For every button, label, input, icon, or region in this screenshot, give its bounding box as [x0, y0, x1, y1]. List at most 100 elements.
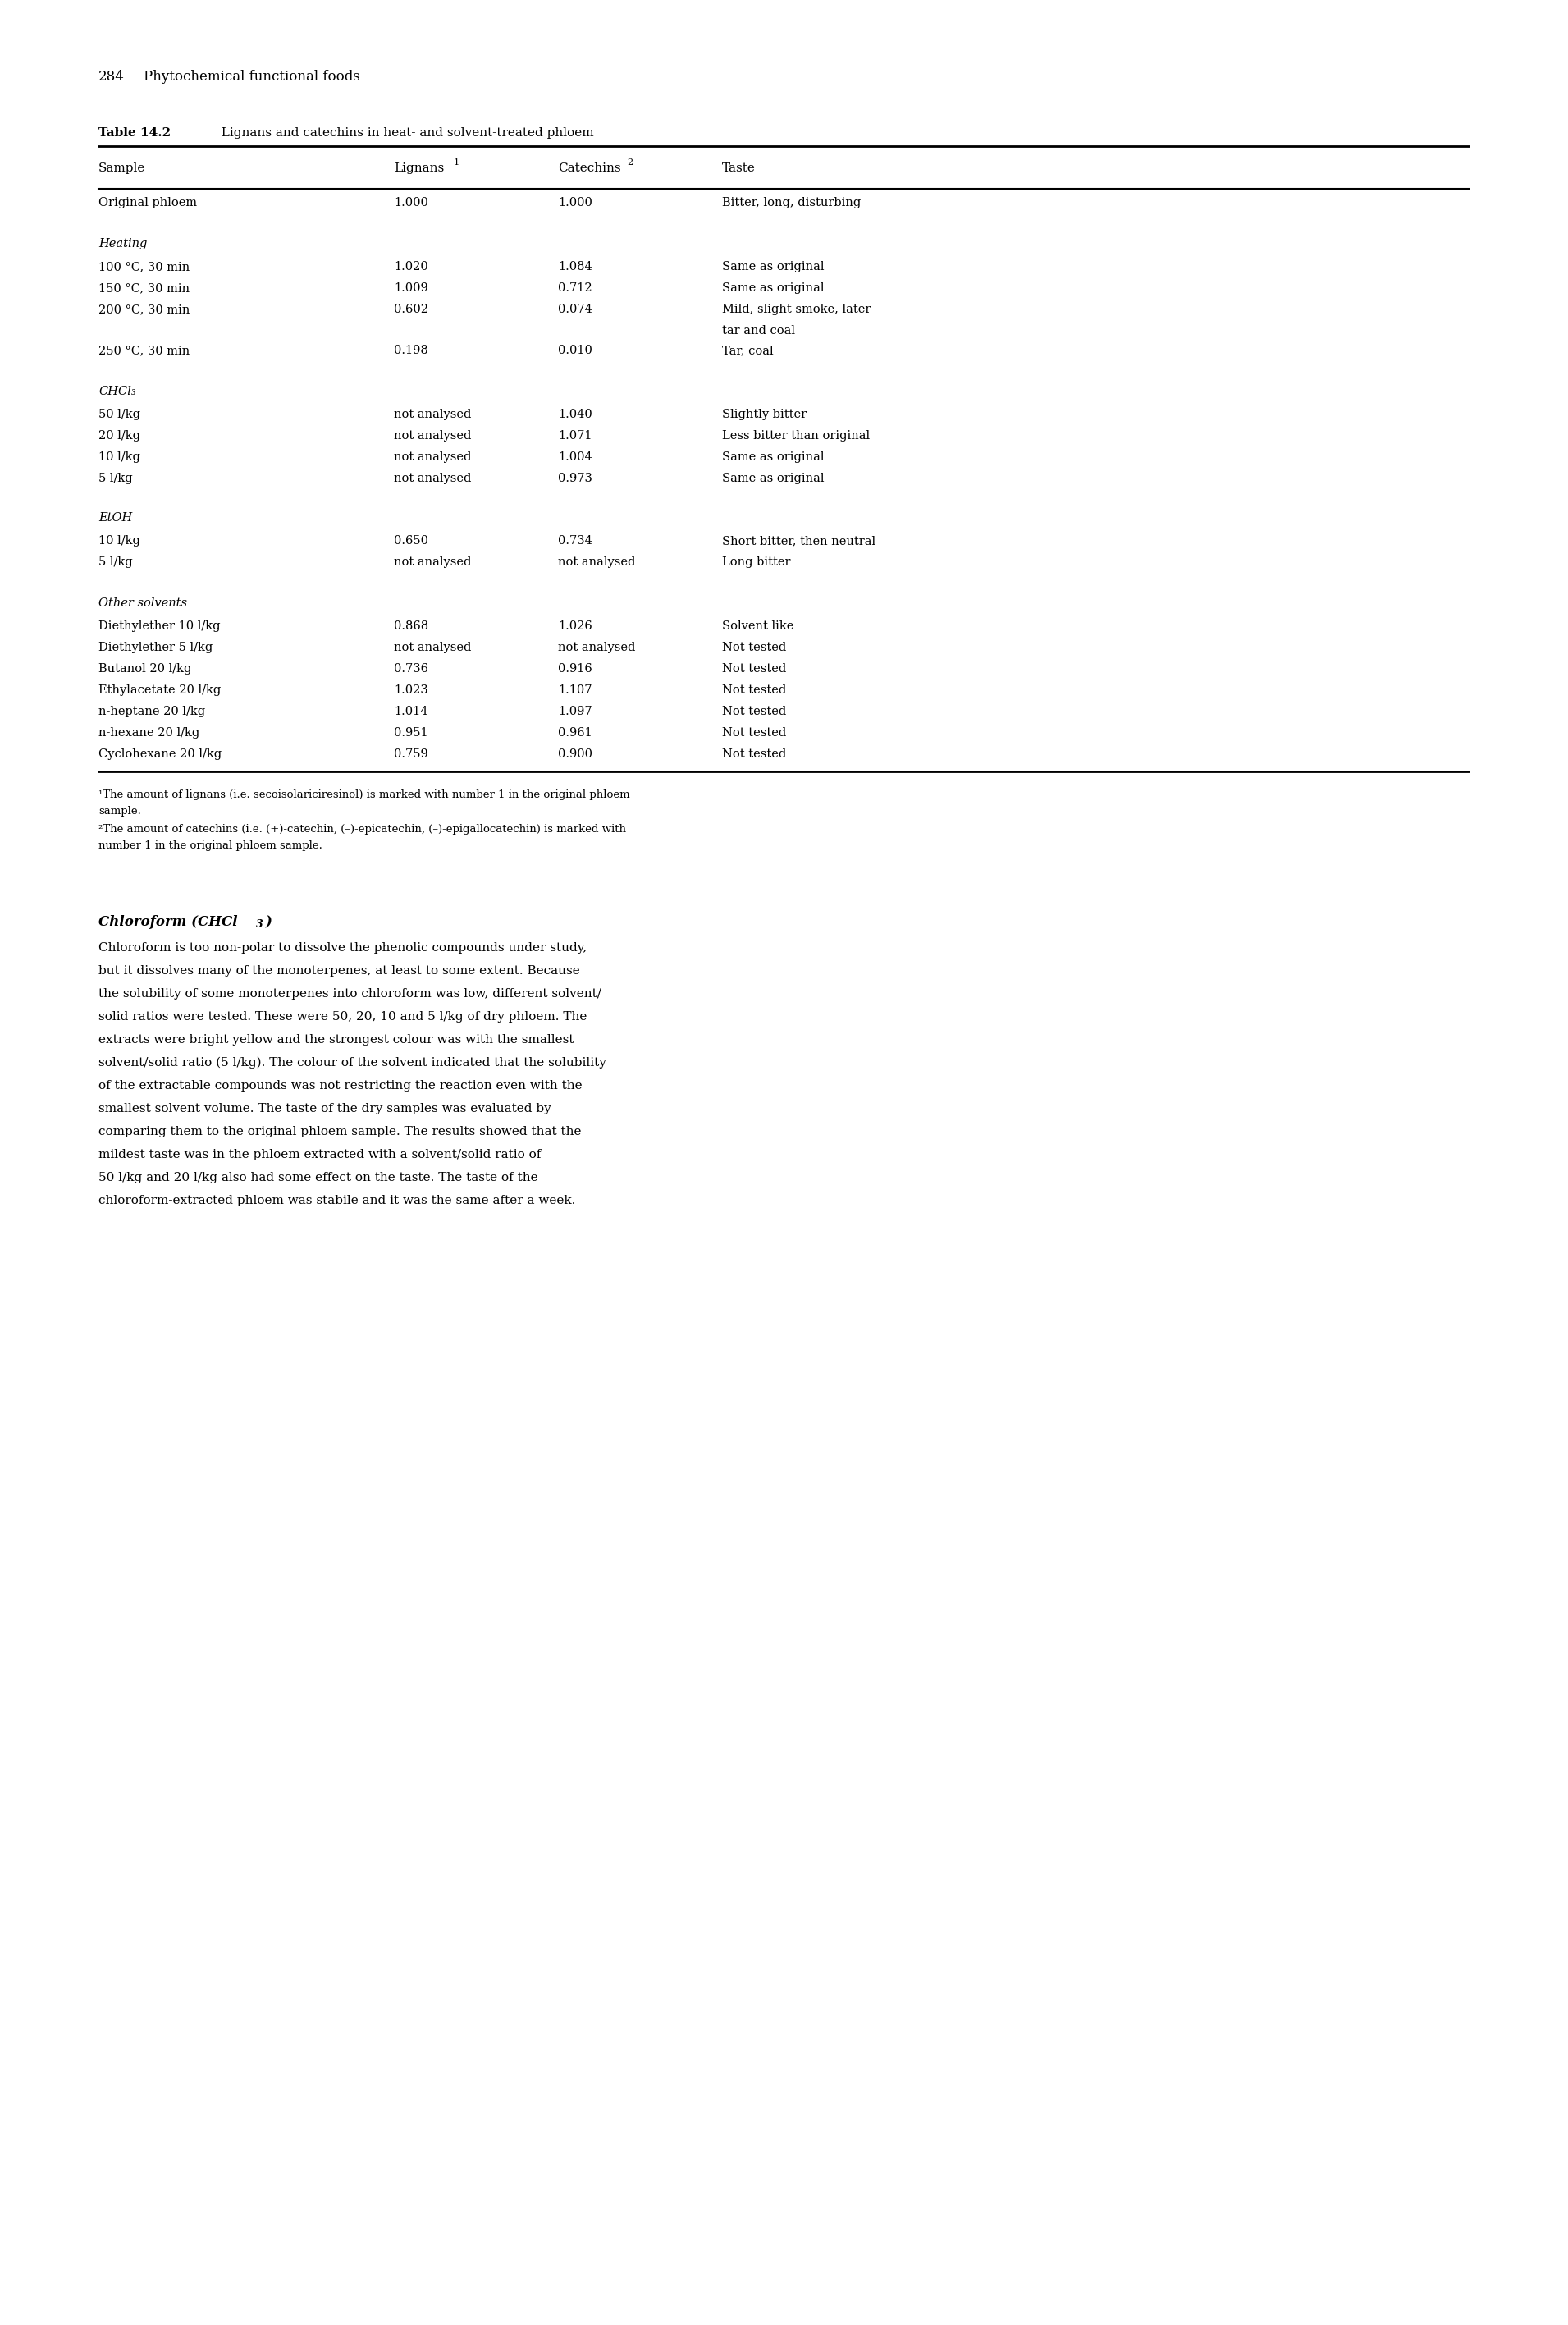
Text: Taste: Taste [721, 163, 756, 174]
Text: ²The amount of catechins (i.e. (+)-catechin, (–)-epicatechin, (–)-epigallocatech: ²The amount of catechins (i.e. (+)-catec… [99, 823, 626, 835]
Text: n-hexane 20 l/kg: n-hexane 20 l/kg [99, 728, 199, 739]
Text: Cyclohexane 20 l/kg: Cyclohexane 20 l/kg [99, 749, 221, 760]
Text: Long bitter: Long bitter [721, 556, 790, 567]
Text: Lignans: Lignans [394, 163, 444, 174]
Text: 1.020: 1.020 [394, 260, 428, 272]
Text: Not tested: Not tested [721, 728, 786, 739]
Text: 3: 3 [256, 918, 263, 930]
Text: extracts were bright yellow and the strongest colour was with the smallest: extracts were bright yellow and the stro… [99, 1035, 574, 1046]
Text: 1.000: 1.000 [558, 198, 593, 209]
Text: Same as original: Same as original [721, 281, 825, 293]
Text: 150 °C, 30 min: 150 °C, 30 min [99, 281, 190, 293]
Text: 1.107: 1.107 [558, 684, 593, 695]
Text: 0.712: 0.712 [558, 281, 593, 293]
Text: Less bitter than original: Less bitter than original [721, 430, 870, 442]
Text: Other solvents: Other solvents [99, 598, 187, 609]
Text: not analysed: not analysed [394, 556, 472, 567]
Text: 1.000: 1.000 [394, 198, 428, 209]
Text: Not tested: Not tested [721, 663, 786, 674]
Text: Table 14.2: Table 14.2 [99, 128, 171, 140]
Text: Not tested: Not tested [721, 642, 786, 653]
Text: Not tested: Not tested [721, 684, 786, 695]
Text: chloroform-extracted phloem was stabile and it was the same after a week.: chloroform-extracted phloem was stabile … [99, 1195, 575, 1207]
Text: Not tested: Not tested [721, 707, 786, 718]
Text: Same as original: Same as original [721, 260, 825, 272]
Text: 250 °C, 30 min: 250 °C, 30 min [99, 344, 190, 356]
Text: 1.026: 1.026 [558, 621, 593, 632]
Text: Lignans and catechins in heat- and solvent-treated phloem: Lignans and catechins in heat- and solve… [213, 128, 594, 140]
Text: smallest solvent volume. The taste of the dry samples was evaluated by: smallest solvent volume. The taste of th… [99, 1102, 552, 1114]
Text: not analysed: not analysed [394, 451, 472, 463]
Text: Chloroform (CHCl: Chloroform (CHCl [99, 916, 238, 930]
Text: solid ratios were tested. These were 50, 20, 10 and 5 l/kg of dry phloem. The: solid ratios were tested. These were 50,… [99, 1011, 586, 1023]
Text: not analysed: not analysed [394, 642, 472, 653]
Text: Solvent like: Solvent like [721, 621, 793, 632]
Text: 1.014: 1.014 [394, 707, 428, 718]
Text: Same as original: Same as original [721, 451, 825, 463]
Text: ¹The amount of lignans (i.e. secoisolariciresinol) is marked with number 1 in th: ¹The amount of lignans (i.e. secoisolari… [99, 790, 630, 800]
Text: 284: 284 [99, 70, 124, 84]
Text: Same as original: Same as original [721, 472, 825, 484]
Text: 5 l/kg: 5 l/kg [99, 472, 133, 484]
Text: Butanol 20 l/kg: Butanol 20 l/kg [99, 663, 191, 674]
Text: Tar, coal: Tar, coal [721, 344, 773, 356]
Text: 10 l/kg: 10 l/kg [99, 535, 140, 546]
Text: 50 l/kg and 20 l/kg also had some effect on the taste. The taste of the: 50 l/kg and 20 l/kg also had some effect… [99, 1172, 538, 1183]
Text: Ethylacetate 20 l/kg: Ethylacetate 20 l/kg [99, 684, 221, 695]
Text: 50 l/kg: 50 l/kg [99, 409, 140, 421]
Text: Phytochemical functional foods: Phytochemical functional foods [144, 70, 361, 84]
Text: but it dissolves many of the monoterpenes, at least to some extent. Because: but it dissolves many of the monoterpene… [99, 965, 580, 976]
Text: not analysed: not analysed [394, 409, 472, 421]
Text: 0.961: 0.961 [558, 728, 593, 739]
Text: 0.650: 0.650 [394, 535, 428, 546]
Text: ): ) [267, 916, 273, 930]
Text: 0.951: 0.951 [394, 728, 428, 739]
Text: 10 l/kg: 10 l/kg [99, 451, 140, 463]
Text: 0.198: 0.198 [394, 344, 428, 356]
Text: of the extractable compounds was not restricting the reaction even with the: of the extractable compounds was not res… [99, 1081, 582, 1090]
Text: 0.759: 0.759 [394, 749, 428, 760]
Text: number 1 in the original phloem sample.: number 1 in the original phloem sample. [99, 839, 323, 851]
Text: comparing them to the original phloem sample. The results showed that the: comparing them to the original phloem sa… [99, 1125, 582, 1137]
Text: 1.009: 1.009 [394, 281, 428, 293]
Text: Heating: Heating [99, 237, 147, 249]
Text: 5 l/kg: 5 l/kg [99, 556, 133, 567]
Text: EtOH: EtOH [99, 512, 132, 523]
Text: tar and coal: tar and coal [721, 326, 795, 337]
Text: Chloroform is too non-polar to dissolve the phenolic compounds under study,: Chloroform is too non-polar to dissolve … [99, 942, 586, 953]
Text: 0.900: 0.900 [558, 749, 593, 760]
Text: the solubility of some monoterpenes into chloroform was low, different solvent/: the solubility of some monoterpenes into… [99, 988, 602, 1000]
Text: Catechins: Catechins [558, 163, 621, 174]
Text: not analysed: not analysed [394, 472, 472, 484]
Text: 0.916: 0.916 [558, 663, 593, 674]
Text: Mild, slight smoke, later: Mild, slight smoke, later [721, 305, 870, 316]
Text: 0.868: 0.868 [394, 621, 428, 632]
Text: Diethylether 5 l/kg: Diethylether 5 l/kg [99, 642, 213, 653]
Text: Diethylether 10 l/kg: Diethylether 10 l/kg [99, 621, 221, 632]
Text: 1: 1 [453, 158, 459, 167]
Text: CHCl₃: CHCl₃ [99, 386, 136, 398]
Text: Slightly bitter: Slightly bitter [721, 409, 806, 421]
Text: 1.084: 1.084 [558, 260, 593, 272]
Text: 1.071: 1.071 [558, 430, 593, 442]
Text: not analysed: not analysed [558, 556, 635, 567]
Text: Sample: Sample [99, 163, 146, 174]
Text: Not tested: Not tested [721, 749, 786, 760]
Text: 0.602: 0.602 [394, 305, 428, 316]
Text: 1.023: 1.023 [394, 684, 428, 695]
Text: not analysed: not analysed [558, 642, 635, 653]
Text: 0.074: 0.074 [558, 305, 593, 316]
Text: Bitter, long, disturbing: Bitter, long, disturbing [721, 198, 861, 209]
Text: solvent/solid ratio (5 l/kg). The colour of the solvent indicated that the solub: solvent/solid ratio (5 l/kg). The colour… [99, 1058, 607, 1070]
Text: mildest taste was in the phloem extracted with a solvent/solid ratio of: mildest taste was in the phloem extracte… [99, 1149, 541, 1160]
Text: 1.040: 1.040 [558, 409, 593, 421]
Text: 20 l/kg: 20 l/kg [99, 430, 140, 442]
Text: 100 °C, 30 min: 100 °C, 30 min [99, 260, 190, 272]
Text: Original phloem: Original phloem [99, 198, 198, 209]
Text: Short bitter, then neutral: Short bitter, then neutral [721, 535, 875, 546]
Text: n-heptane 20 l/kg: n-heptane 20 l/kg [99, 707, 205, 718]
Text: 1.004: 1.004 [558, 451, 593, 463]
Text: 2: 2 [627, 158, 633, 167]
Text: 200 °C, 30 min: 200 °C, 30 min [99, 305, 190, 316]
Text: 0.973: 0.973 [558, 472, 593, 484]
